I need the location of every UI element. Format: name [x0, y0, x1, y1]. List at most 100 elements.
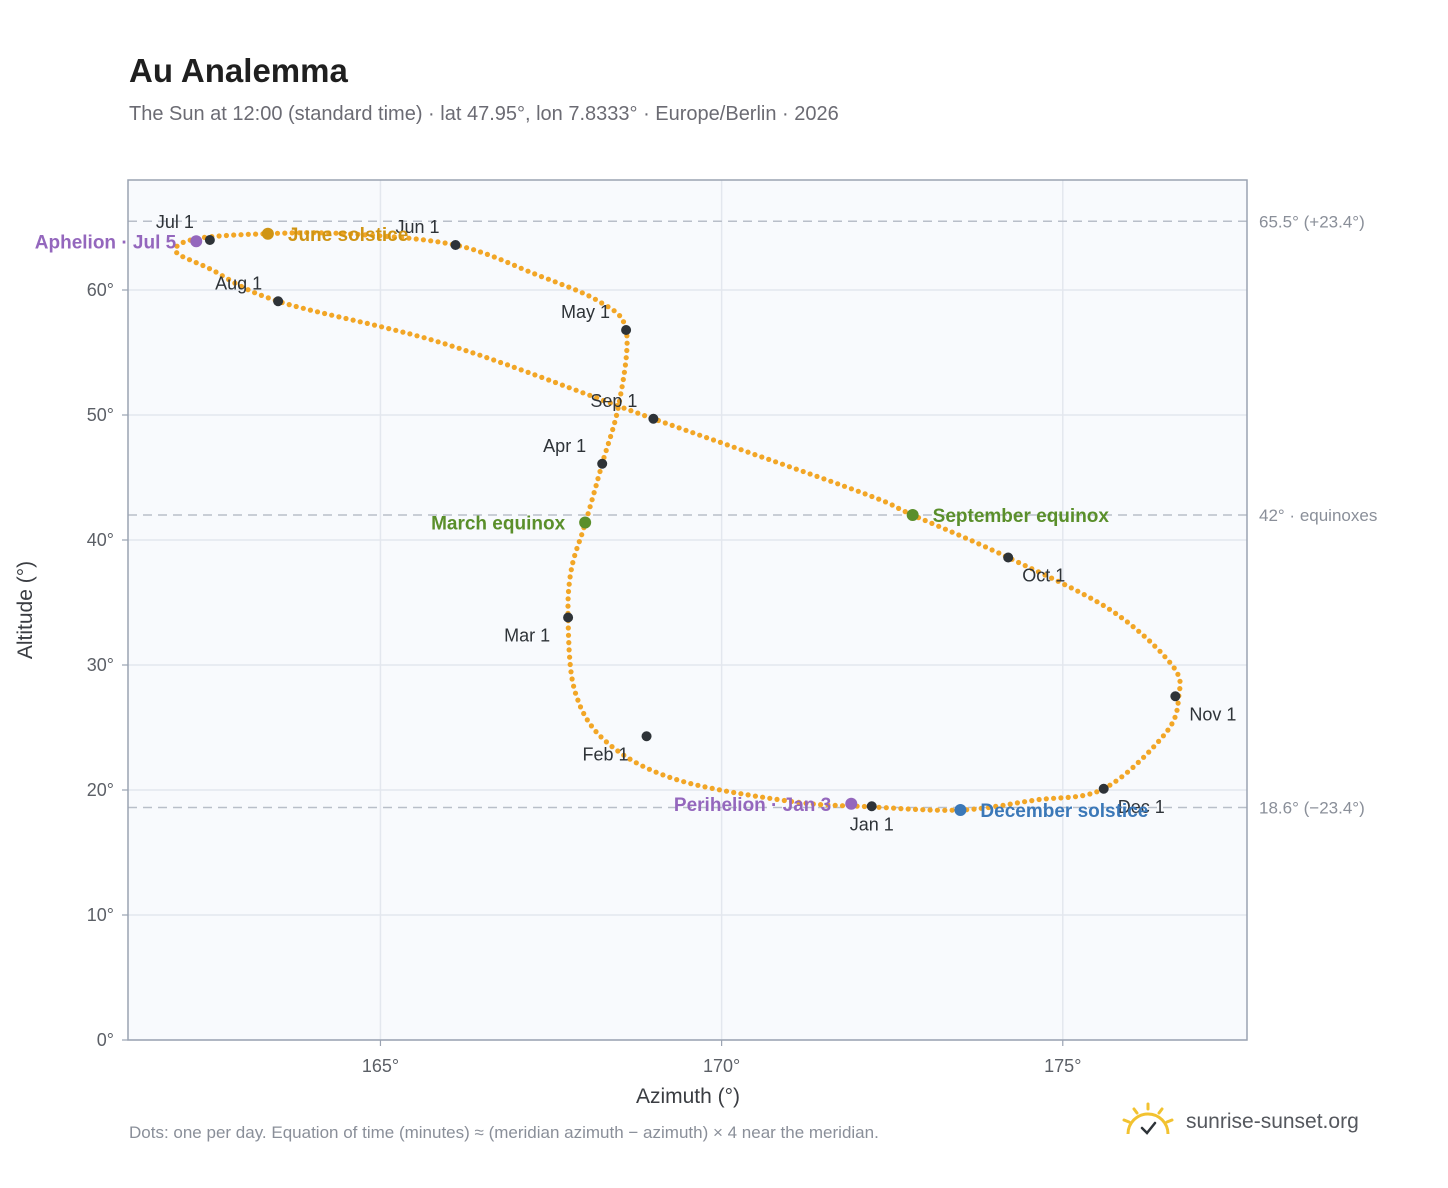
daily-dot	[1118, 615, 1125, 621]
daily-dot	[942, 807, 948, 813]
month-label: Nov 1	[1189, 704, 1236, 724]
daily-dot	[219, 273, 225, 279]
daily-dot	[1022, 799, 1028, 805]
daily-dot	[709, 785, 715, 792]
daily-dot	[599, 300, 605, 306]
daily-dot	[612, 419, 618, 426]
daily-dot	[603, 739, 610, 745]
daily-dot	[1094, 599, 1100, 605]
y-tick-label: 40°	[87, 530, 114, 550]
daily-dot	[340, 231, 346, 237]
daily-dot	[525, 268, 531, 274]
daily-dot	[552, 379, 559, 386]
daily-dot	[1107, 782, 1113, 788]
daily-dot	[622, 362, 629, 368]
daily-dot	[364, 320, 370, 326]
daily-dot	[1174, 707, 1180, 713]
daily-dot	[614, 403, 620, 409]
month-label: Oct 1	[1022, 566, 1065, 586]
daily-dot	[1072, 794, 1079, 800]
daily-dot	[617, 313, 623, 319]
daily-dot	[603, 447, 609, 454]
daily-dot	[610, 426, 616, 433]
daily-dot	[566, 640, 572, 646]
daily-dot	[1177, 678, 1183, 684]
month-marker	[1098, 783, 1109, 794]
month-marker	[1003, 552, 1014, 563]
daily-dot	[1175, 671, 1181, 677]
daily-dot	[559, 281, 565, 288]
daily-dot	[322, 310, 328, 317]
daily-dot	[568, 669, 574, 675]
daily-dot	[314, 309, 321, 315]
daily-dot	[442, 341, 448, 347]
daily-dot	[470, 350, 476, 356]
daily-dot	[357, 319, 363, 325]
daily-dot	[608, 433, 614, 440]
daily-dot	[912, 806, 919, 813]
daily-dot	[567, 661, 573, 668]
daily-dot	[786, 464, 793, 470]
daily-dot	[621, 369, 628, 375]
event-marker	[954, 804, 967, 816]
daily-dot	[690, 430, 696, 436]
daily-dot	[588, 723, 595, 729]
daily-dot	[565, 632, 572, 638]
daily-dot	[891, 805, 897, 811]
daily-dot	[962, 535, 969, 541]
daily-dot	[477, 249, 484, 255]
daily-dot	[471, 247, 477, 253]
daily-dot	[1043, 796, 1049, 802]
daily-dot	[1068, 585, 1074, 591]
daily-dot	[386, 326, 392, 332]
event-marker	[579, 516, 592, 529]
daily-dot	[779, 461, 786, 467]
daily-dot	[800, 468, 806, 475]
daily-dot	[929, 520, 935, 527]
daily-dot	[1007, 801, 1013, 807]
daily-dot	[518, 265, 524, 271]
daily-dot	[1152, 643, 1158, 649]
month-marker	[866, 801, 877, 812]
daily-dot	[350, 317, 356, 323]
daily-dot	[245, 231, 251, 237]
daily-dot	[532, 271, 538, 277]
daily-dot	[723, 788, 730, 794]
daily-dot	[593, 729, 599, 735]
daily-dot	[989, 547, 995, 553]
daily-dot	[559, 382, 566, 388]
daily-dot	[1124, 769, 1131, 775]
daily-dot	[238, 283, 244, 290]
daily-dot	[406, 235, 412, 241]
daily-dot	[174, 250, 180, 256]
plot-area	[128, 180, 1247, 1040]
daily-dot	[660, 772, 666, 778]
month-marker	[563, 612, 574, 623]
event-markers: Aphelion · Jul 5 June solstice March equin…	[35, 225, 1149, 822]
daily-dot	[1080, 793, 1086, 799]
daily-dot	[1036, 796, 1042, 803]
daily-dot	[1136, 628, 1142, 634]
y-axis-label: Altitude (°)	[14, 561, 37, 659]
daily-dot	[379, 324, 385, 330]
daily-dot	[1151, 744, 1157, 750]
daily-dot	[567, 574, 573, 580]
daily-dot	[442, 240, 448, 246]
daily-dot	[615, 748, 621, 754]
daily-dot	[669, 422, 675, 428]
daily-dot	[1167, 659, 1173, 665]
daily-dot	[1124, 619, 1130, 625]
daily-dot	[585, 511, 591, 517]
daily-dot	[391, 234, 397, 240]
daily-dot	[226, 276, 232, 282]
daily-dot	[333, 230, 339, 236]
daily-dot	[575, 697, 581, 703]
daily-dot	[504, 362, 511, 368]
daily-dot	[296, 230, 302, 236]
daily-dot	[1014, 800, 1021, 806]
daily-dot	[624, 347, 630, 354]
brand-text: sunrise-sunset.org	[1186, 1110, 1359, 1133]
daily-dot	[876, 496, 882, 502]
x-tick-label: 175°	[1044, 1056, 1081, 1076]
daily-dot	[586, 293, 592, 299]
